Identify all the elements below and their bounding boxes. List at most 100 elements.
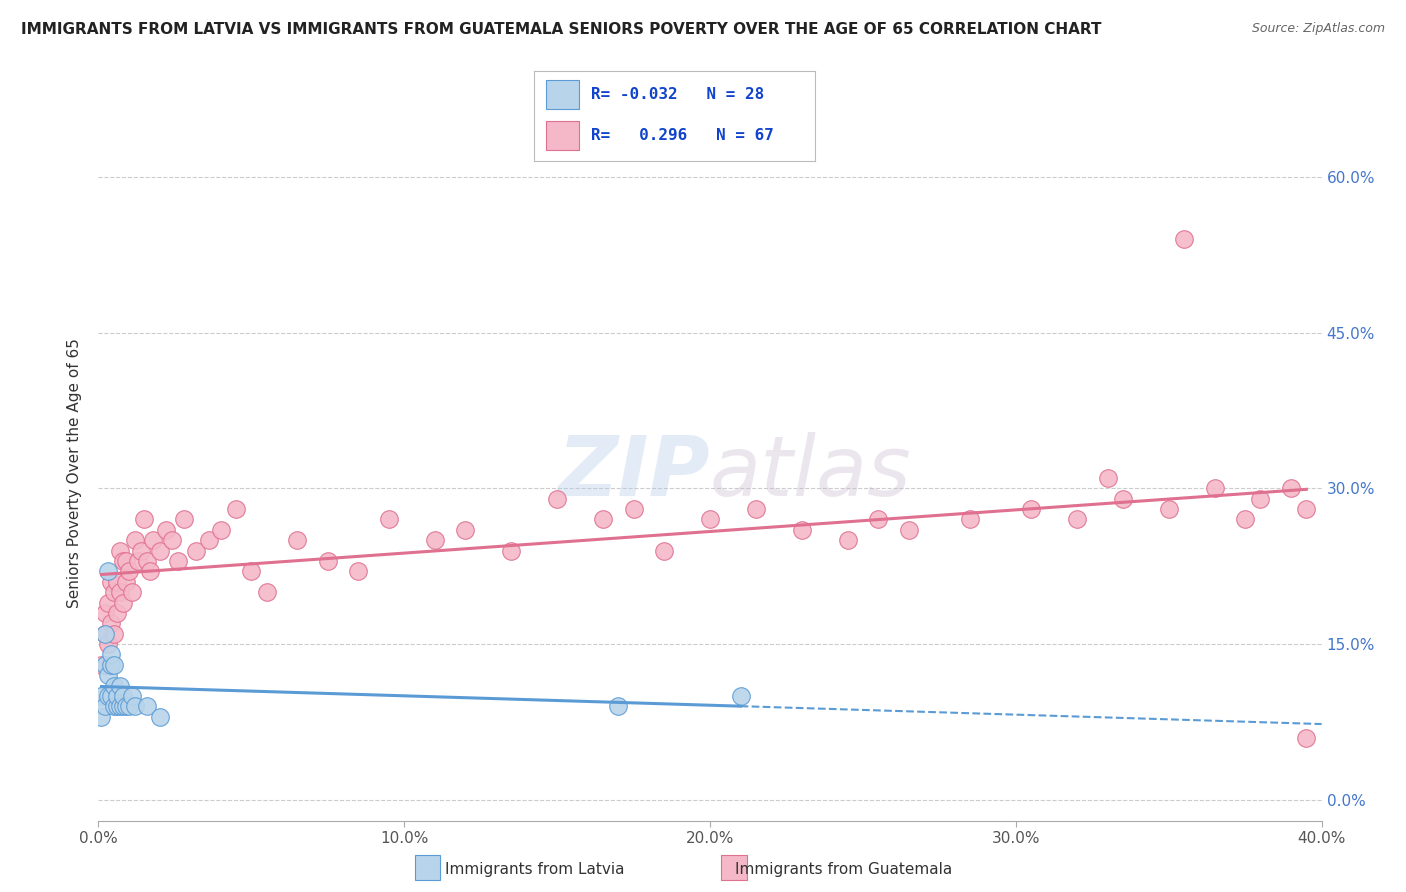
Point: [1157, 502, 1180, 516]
Point: [100, 648, 122, 662]
Point: [197, 533, 219, 548]
Point: [118, 699, 141, 714]
Point: [347, 565, 370, 579]
Point: [90, 689, 112, 703]
Point: [103, 585, 125, 599]
Point: [139, 565, 162, 579]
Point: [108, 543, 131, 558]
Text: Immigrants from Guatemala: Immigrants from Guatemala: [735, 863, 952, 877]
Point: [378, 512, 401, 526]
Point: [149, 710, 172, 724]
Point: [100, 657, 122, 672]
Text: atlas: atlas: [710, 433, 911, 513]
Point: [837, 533, 859, 548]
Point: [959, 512, 981, 526]
Point: [93, 606, 115, 620]
Point: [546, 491, 568, 506]
Point: [1066, 512, 1088, 526]
Point: [790, 523, 813, 537]
Point: [115, 554, 138, 568]
Point: [134, 512, 156, 526]
Point: [100, 689, 122, 703]
Point: [129, 543, 152, 558]
Point: [1279, 481, 1302, 495]
Point: [121, 585, 143, 599]
Point: [124, 699, 146, 714]
Point: [607, 699, 630, 714]
Point: [97, 689, 120, 703]
Point: [100, 574, 122, 589]
Point: [115, 699, 138, 714]
Point: [118, 565, 141, 579]
Point: [93, 626, 115, 640]
Point: [97, 637, 120, 651]
Point: [730, 689, 752, 703]
Point: [652, 543, 675, 558]
Bar: [546, 121, 579, 150]
Point: [105, 574, 128, 589]
Point: [115, 574, 138, 589]
Point: [1173, 232, 1195, 246]
Point: [103, 626, 125, 640]
Point: [127, 554, 149, 568]
Point: [111, 699, 134, 714]
Point: [105, 699, 128, 714]
Point: [209, 523, 232, 537]
Point: [105, 606, 128, 620]
Point: [97, 668, 120, 682]
Text: Source: ZipAtlas.com: Source: ZipAtlas.com: [1251, 22, 1385, 36]
Point: [121, 689, 143, 703]
Point: [93, 626, 115, 640]
Point: [90, 657, 112, 672]
Point: [186, 543, 208, 558]
Point: [745, 502, 768, 516]
Point: [1249, 491, 1271, 506]
Point: [103, 679, 125, 693]
Text: R= -0.032   N = 28: R= -0.032 N = 28: [591, 87, 763, 102]
Point: [173, 512, 195, 526]
Point: [897, 523, 920, 537]
Point: [149, 543, 172, 558]
Point: [699, 512, 721, 526]
Point: [108, 679, 131, 693]
Point: [93, 657, 115, 672]
Point: [124, 533, 146, 548]
Point: [97, 565, 120, 579]
Point: [108, 585, 131, 599]
Point: [90, 710, 112, 724]
Point: [103, 657, 125, 672]
Point: [111, 689, 134, 703]
Point: [1295, 731, 1317, 745]
Point: [240, 565, 263, 579]
Point: [142, 533, 165, 548]
Point: [256, 585, 278, 599]
Point: [316, 554, 339, 568]
Point: [155, 523, 177, 537]
Point: [868, 512, 890, 526]
Y-axis label: Seniors Poverty Over the Age of 65: Seniors Poverty Over the Age of 65: [67, 338, 83, 607]
Point: [623, 502, 645, 516]
Point: [136, 554, 159, 568]
Point: [97, 596, 120, 610]
Point: [454, 523, 477, 537]
Bar: [546, 80, 579, 109]
Point: [1019, 502, 1042, 516]
Point: [1234, 512, 1257, 526]
Point: [285, 533, 308, 548]
Point: [423, 533, 446, 548]
Point: [501, 543, 523, 558]
Point: [1112, 491, 1135, 506]
Point: [103, 699, 125, 714]
Point: [160, 533, 183, 548]
Point: [1295, 502, 1317, 516]
Text: IMMIGRANTS FROM LATVIA VS IMMIGRANTS FROM GUATEMALA SENIORS POVERTY OVER THE AGE: IMMIGRANTS FROM LATVIA VS IMMIGRANTS FRO…: [21, 22, 1101, 37]
Point: [1097, 471, 1119, 485]
Point: [100, 616, 122, 631]
Text: Immigrants from Latvia: Immigrants from Latvia: [444, 863, 624, 877]
Point: [111, 554, 134, 568]
Text: ZIP: ZIP: [557, 433, 710, 513]
Point: [136, 699, 159, 714]
Point: [592, 512, 614, 526]
Text: R=   0.296   N = 67: R= 0.296 N = 67: [591, 128, 773, 143]
Point: [167, 554, 190, 568]
